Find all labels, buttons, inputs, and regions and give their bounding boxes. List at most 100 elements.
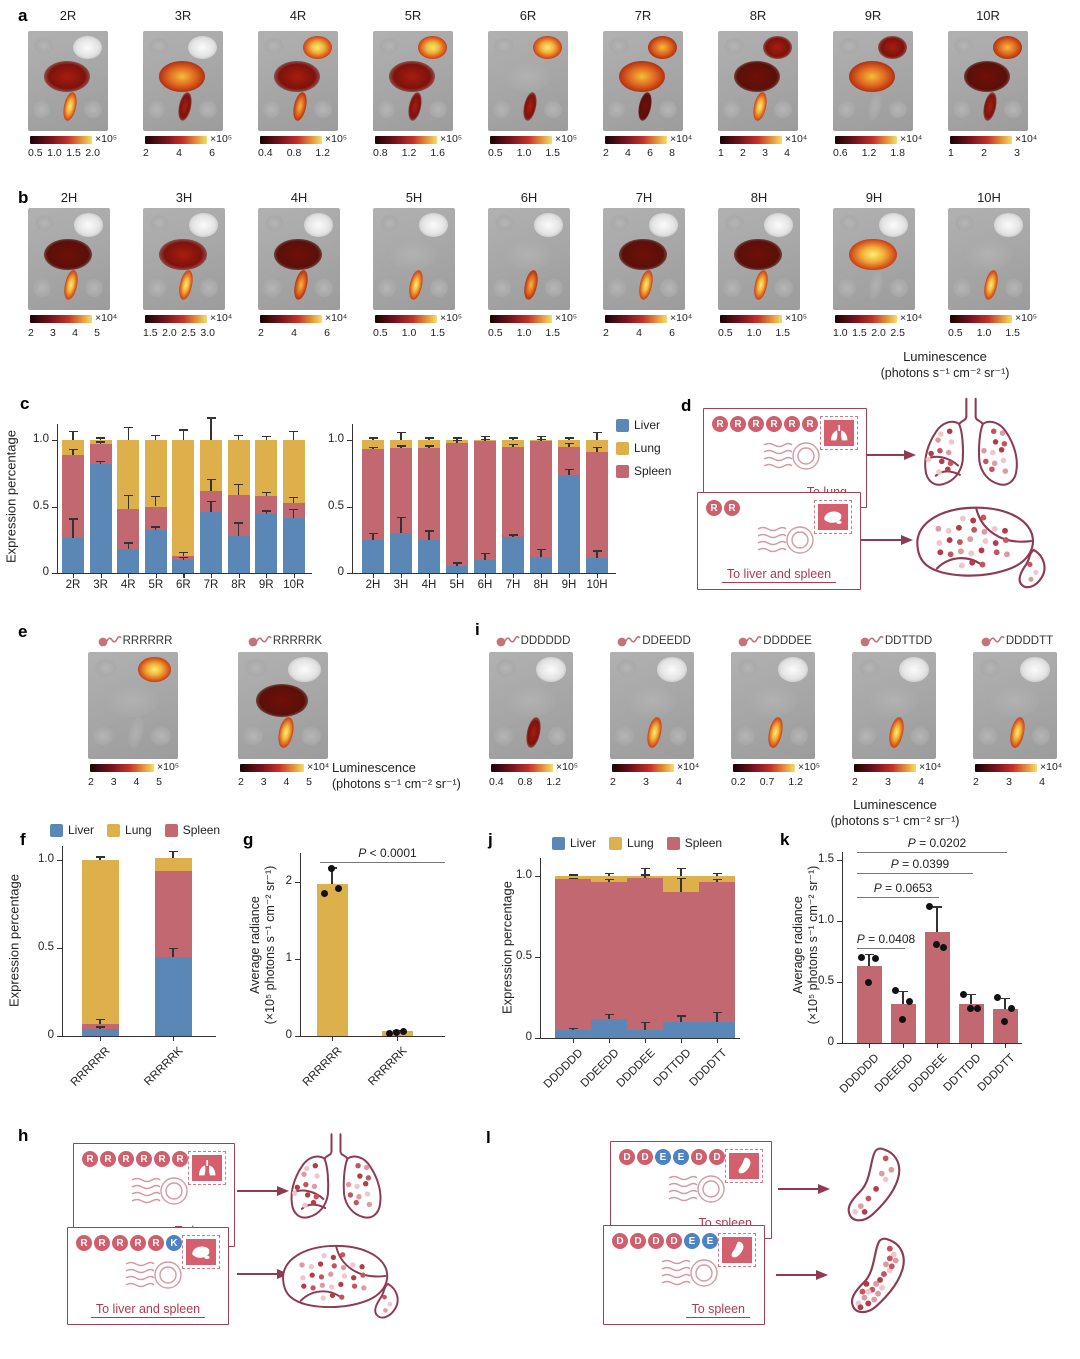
heart-signal [149, 38, 169, 54]
tile-title-2R: 2R [59, 8, 77, 23]
p-value: = 0.0408 [864, 932, 916, 946]
y-axis-c_right [352, 424, 354, 573]
organ-image-7H [603, 208, 685, 310]
residue-R: R [82, 1151, 98, 1167]
scale-exp-7H: ×10⁴ [670, 312, 693, 324]
errorbar-k-DDDDTT [1004, 997, 1006, 1009]
residue-R: R [130, 1235, 146, 1251]
legend-label: Liver [634, 418, 661, 432]
scale-tick: 1 [948, 147, 954, 159]
errorbar-c_right-mid-10H [596, 446, 598, 452]
y-ticklabel-f: 0.5 [38, 941, 54, 953]
errorbar-c_right-liver-9H [568, 469, 570, 475]
scale-tick: 1.5 [143, 327, 158, 339]
tile-peptide-label: DDDDDD [520, 634, 571, 647]
y-axis-c_left [57, 424, 59, 573]
x-axis-k [842, 1043, 1022, 1045]
scale-ticks-7H: 2 4 6 [603, 327, 675, 339]
kidneyR-signal [301, 726, 321, 746]
residue-R: R [802, 416, 818, 432]
scale-tick: 0.8 [517, 776, 533, 788]
category-2H: 2H [365, 579, 381, 591]
scale-tick: 1.2 [861, 147, 877, 159]
tile-peptide-label: RRRRRR [122, 634, 173, 647]
liver-signal [849, 61, 896, 92]
scale-ticks-2H: 2 3 4 5 [28, 327, 100, 339]
tile-title-4R: 4R [289, 8, 307, 23]
significance-line [857, 852, 1007, 853]
bar-segment-spleen-10H [586, 451, 608, 559]
scale-tick: 2.5 [181, 327, 196, 339]
scale-tick: 0.5 [373, 327, 388, 339]
spleen-signal [291, 269, 311, 301]
category-4R: 4R [120, 579, 136, 591]
residue-R: R [730, 416, 746, 432]
legend-item-liver: Liver [616, 418, 671, 432]
scale-tick: 4 [176, 147, 182, 159]
y-ticklabel-j: 1.0 [516, 869, 532, 881]
x-tickmark-c_left [73, 573, 75, 578]
envelope-DDDDEE: D D D D E E To spleen [603, 1225, 765, 1325]
legend-swatch [50, 823, 63, 837]
errorbar-c_right-top-10H [596, 432, 598, 440]
errorbar-j-top-DDEEDD [608, 872, 610, 876]
liver-signal [256, 684, 309, 718]
postmark [124, 1254, 186, 1301]
legend-item-spleen: Spleen [616, 464, 671, 478]
kidneyL-signal [32, 279, 51, 297]
liver-signal [964, 238, 1012, 271]
lungs-signal [778, 657, 809, 682]
scale-exp-DDTTDD: ×10⁴ [919, 761, 942, 773]
significance-label: P = 0.0399 [850, 857, 990, 871]
scale-bar-6R [490, 136, 552, 144]
legend-label: Spleen [182, 823, 221, 837]
kidneyR-signal [1004, 101, 1022, 118]
kidneyR-signal [315, 279, 334, 297]
errorbar-j-top-DDTTDD [680, 867, 682, 876]
p-value: = 0.0202 [915, 836, 967, 850]
legend-label: Spleen [684, 836, 723, 850]
scale-ticks-DDDDEE: 0.2 0.7 1.2 [731, 776, 803, 788]
tile-title-DDDDDD: DDDDDD [477, 633, 589, 648]
y-tickmark-c_right [347, 440, 352, 442]
errorcap-c_left-mid-2R [68, 449, 78, 451]
p-italic: P [907, 836, 916, 850]
errorcap-k-DDTTDD [966, 994, 976, 996]
scale-exp-9R: ×10⁴ [900, 133, 923, 145]
errorbar-c_right-mid-7H [512, 443, 514, 447]
y-ticklabel-g: 1 [285, 952, 292, 964]
kidneyR-signal [789, 726, 809, 746]
errorbar-c_right-mid-6H [484, 438, 486, 442]
tile-title-4H: 4H [290, 190, 308, 205]
errorcap-c_right-liver-2H [368, 533, 378, 535]
arrow-icon [778, 1182, 830, 1196]
luminescence-label: Luminescence [853, 797, 937, 812]
errorcap-j-top-DDDDDD [568, 874, 578, 876]
scale-bar-RRRRRK [240, 764, 304, 772]
organ-image-DDDDEE [731, 652, 815, 759]
y-tickmark-c_right [347, 573, 352, 575]
tile-title-6R: 6R [519, 8, 537, 23]
scale-bar-RRRRRR [90, 764, 154, 772]
scale-bar-DDTTDD [854, 764, 916, 772]
scale-ticks-8R: 1 2 3 4 [718, 147, 790, 159]
tile-title-RRRRRR: RRRRRR [76, 633, 194, 648]
lungs-signal [533, 213, 564, 237]
bar-segment-lung-6R [172, 440, 195, 556]
errorbar-c_right-liver-6H [484, 553, 486, 560]
bar-segment-liver-2R [62, 538, 84, 573]
errorcap-c_right-mid-3H [396, 445, 406, 447]
bar-segment-spleen-2H [362, 449, 384, 540]
errorbar-c_right-liver-5H [456, 562, 458, 567]
errorbar-g-RRRRRR [331, 867, 333, 885]
x-tickmark-k [903, 1043, 905, 1048]
kidneyL-signal [722, 279, 741, 297]
errorbar-c_left-liver-5R [155, 526, 157, 531]
y-axis-label-line2: (×10⁵ photons s⁻¹ cm⁻² sr⁻¹) [263, 865, 277, 1025]
panel-label-g: g [243, 830, 254, 849]
spleen-signal [866, 269, 886, 301]
errorcap-f-liver-RRRRRK [168, 948, 178, 950]
